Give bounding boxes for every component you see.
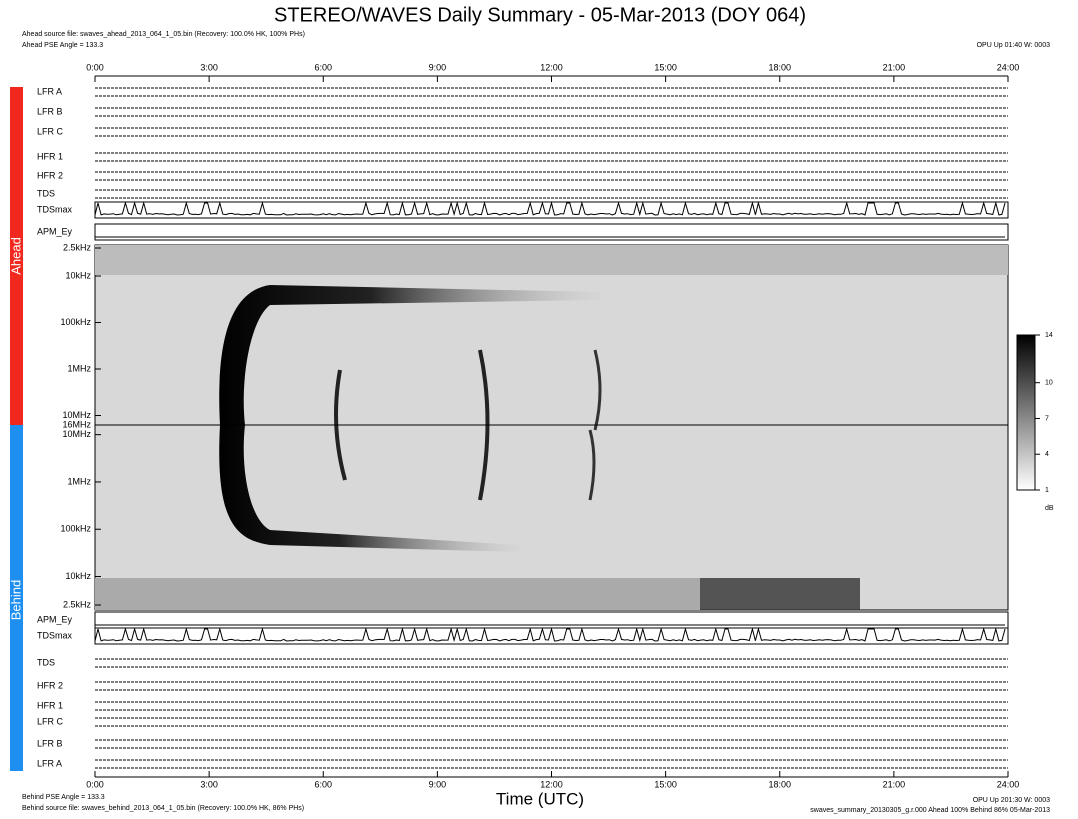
panel-frame	[94, 223, 1009, 241]
panel-label: LFR A	[37, 86, 62, 96]
y-tick-label: 10kHz	[65, 270, 91, 280]
colorbar-label: dB	[1045, 505, 1054, 512]
panel-label: APM_Ey	[37, 614, 73, 624]
panel-label: TDSmax	[37, 204, 73, 214]
x-tick-label: 0:00	[86, 62, 104, 72]
colorbar-tick-label: 14	[1045, 332, 1053, 339]
y-tick-label: 1MHz	[67, 476, 91, 486]
burst	[219, 285, 600, 425]
panel-label: LFR B	[37, 738, 63, 748]
x-tick-label: 24:00	[997, 62, 1020, 72]
footer-file: swaves_summary_20130305_g.r.000 Ahead 10…	[810, 807, 1050, 814]
x-tick-label: 21:00	[883, 62, 906, 72]
x-tick-label: 9:00	[429, 62, 447, 72]
behind-status: OPU Up 201:30 W: 0003	[973, 797, 1050, 804]
panel-label: HFR 2	[37, 680, 63, 690]
x-tick-label: 18:00	[768, 62, 791, 72]
ahead-label: Ahead	[8, 237, 23, 275]
panel-label: LFR B	[37, 106, 63, 116]
panel-label: LFR C	[37, 716, 64, 726]
behind-angle: Behind PSE Angle = 133.3	[22, 794, 105, 801]
panel-label: TDS	[37, 188, 55, 198]
x-tick-label: 12:00	[540, 62, 563, 72]
panel-label: HFR 1	[37, 700, 63, 710]
panel-trace	[94, 201, 1006, 217]
y-tick-label: 100kHz	[60, 524, 91, 534]
noise-band	[95, 245, 1008, 275]
x-tick-label: 18:00	[768, 779, 791, 789]
y-tick-label: 10kHz	[65, 571, 91, 581]
ahead-status: OPU Up 01:40 W: 0003	[977, 42, 1051, 49]
colorbar-tick-label: 10	[1045, 380, 1053, 387]
colorbar-tick-label: 1	[1045, 487, 1049, 494]
burst	[478, 349, 490, 501]
x-tick-label: 12:00	[540, 779, 563, 789]
y-tick-label: 10MHz	[62, 429, 91, 439]
panel-label: HFR 2	[37, 170, 63, 180]
x-tick-label: 21:00	[883, 779, 906, 789]
y-tick-label: 100kHz	[60, 317, 91, 327]
ahead-source: Ahead source file: swaves_ahead_2013_064…	[22, 31, 305, 38]
colorbar	[1016, 334, 1036, 491]
burst	[588, 349, 602, 501]
x-tick-label: 3:00	[200, 779, 218, 789]
behind-source: Behind source file: swaves_behind_2013_0…	[22, 805, 304, 812]
y-tick-label: 2.5kHz	[63, 242, 92, 252]
noise-band	[95, 578, 700, 610]
y-tick-label: 10MHz	[62, 410, 91, 420]
spectrogram	[94, 244, 1009, 611]
ahead-angle: Ahead PSE Angle = 133.3	[22, 42, 103, 49]
panel-label: APM_Ey	[37, 226, 73, 236]
x-tick-label: 9:00	[429, 779, 447, 789]
behind-label: Behind	[8, 580, 23, 620]
behind-bar	[10, 425, 23, 771]
panel-label: TDS	[37, 657, 55, 667]
noise-band	[700, 578, 860, 610]
title: STEREO/WAVES Daily Summary - 05-Mar-2013…	[274, 4, 806, 26]
x-tick-label: 6:00	[314, 779, 332, 789]
colorbar-tick-label: 7	[1045, 415, 1049, 422]
panel-label: LFR C	[37, 126, 64, 136]
panel-label: HFR 1	[37, 151, 63, 161]
panel-label: TDSmax	[37, 630, 73, 640]
panel-frame	[94, 611, 1009, 629]
y-tick-label: 16MHz	[62, 419, 91, 429]
x-tick-label: 3:00	[200, 62, 218, 72]
x-tick-label: 24:00	[997, 779, 1020, 789]
colorbar-tick-label: 4	[1045, 451, 1049, 458]
y-tick-label: 2.5kHz	[63, 599, 92, 609]
ahead-bar	[10, 87, 23, 425]
x-tick-label: 6:00	[314, 62, 332, 72]
x-tick-label: 0:00	[86, 779, 104, 789]
panel-label: LFR A	[37, 758, 62, 768]
x-tick-label: 15:00	[654, 779, 677, 789]
x-axis-label: Time (UTC)	[496, 789, 584, 808]
x-tick-label: 15:00	[654, 62, 677, 72]
y-tick-label: 1MHz	[67, 363, 91, 373]
panel-trace	[94, 627, 1006, 643]
